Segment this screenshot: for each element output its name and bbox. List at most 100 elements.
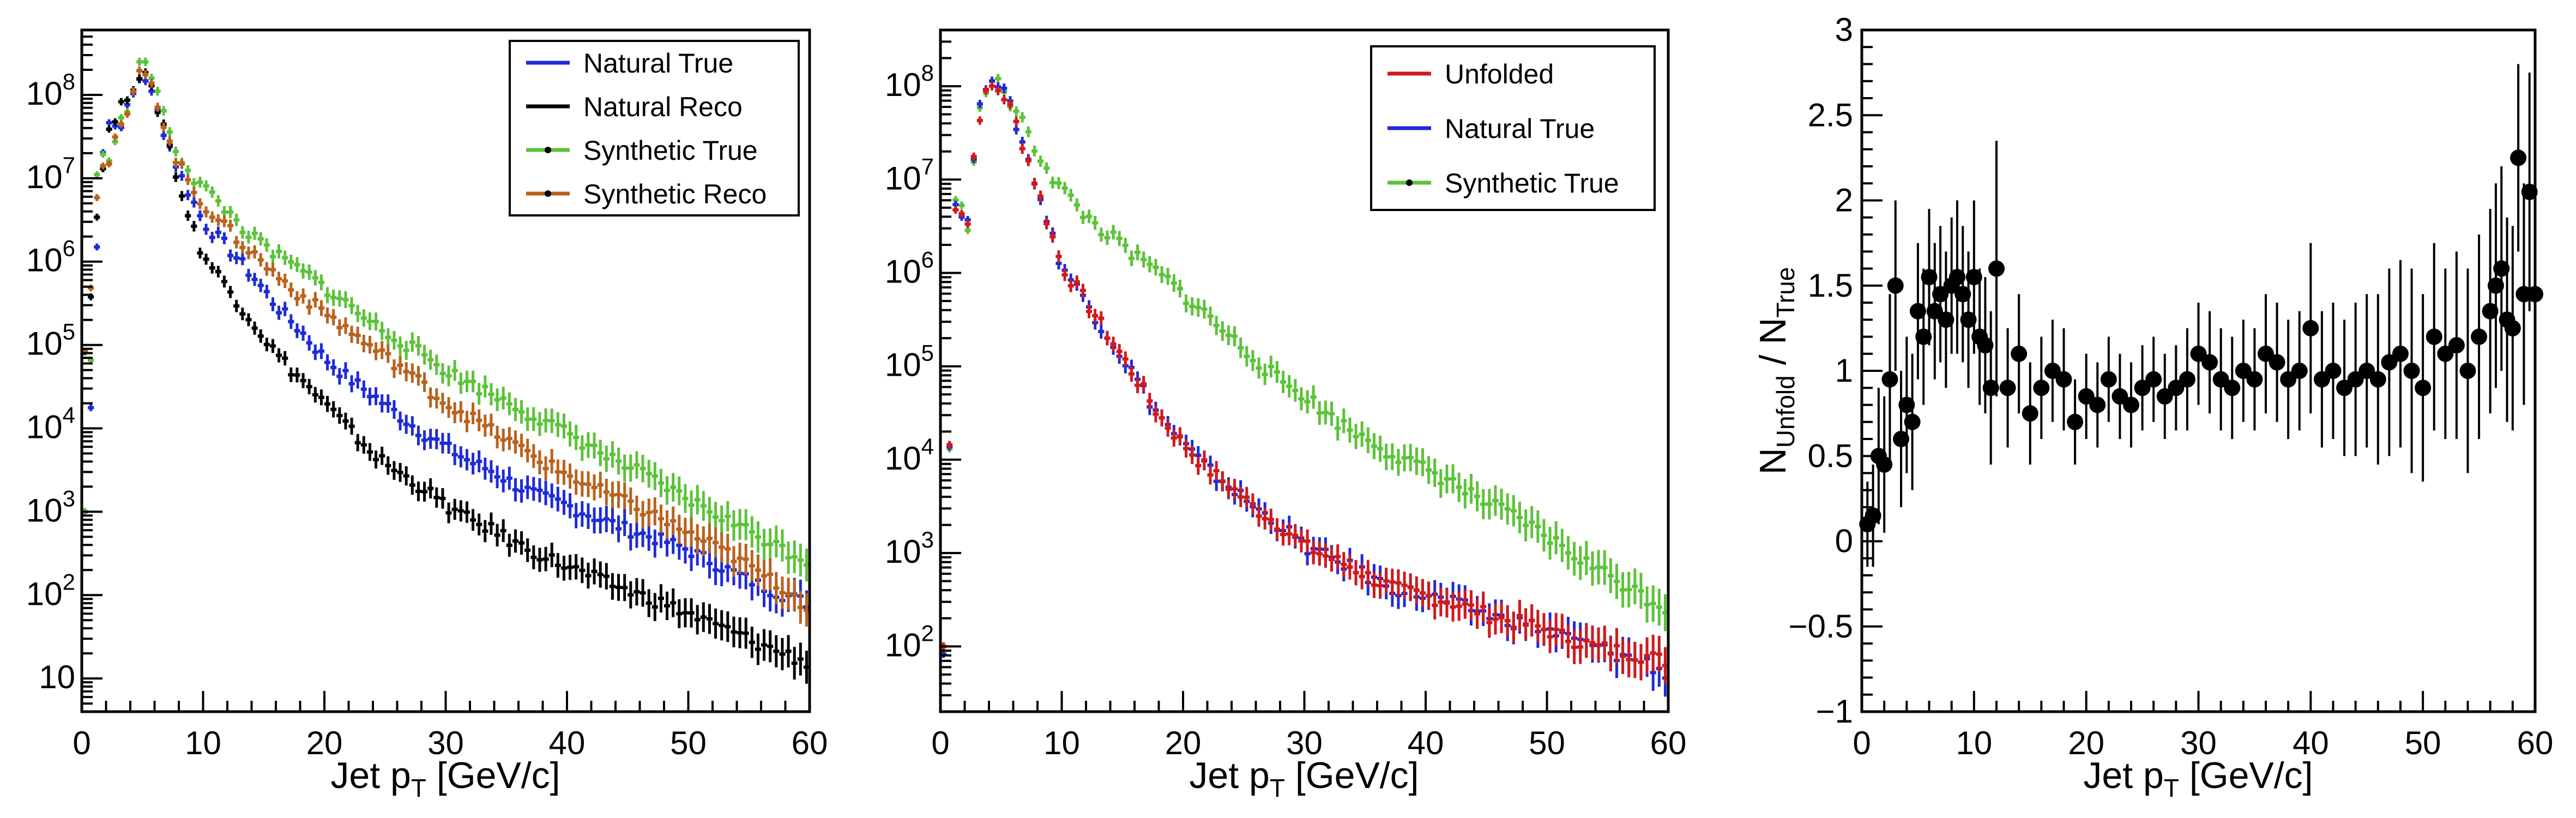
panel-middle: 0 10 20 30 40 50 60 102 103 104 105 106 107 108 Jet p… — [885, 28, 1686, 802]
right-series-ratio — [1859, 64, 2543, 567]
right-data-point — [2067, 413, 2084, 430]
right-data-point — [2055, 371, 2072, 388]
right-data-point — [2487, 277, 2504, 294]
right-data-point — [2269, 354, 2285, 371]
right-data-point — [1960, 311, 1977, 328]
right-x-tick-label: 20 — [2068, 725, 2104, 761]
right-data-point — [2325, 363, 2342, 379]
right-y-tick-label: −1 — [1816, 693, 1853, 730]
right-data-point — [2358, 363, 2375, 379]
right-x-axis-title: Jet pT [GeV/c] — [2083, 755, 2313, 802]
right-data-point — [1893, 431, 1910, 447]
panel-left: 0 10 20 30 40 50 60 10 102 103 104 105 106 107 108 Jet… — [26, 28, 828, 802]
left-x-tick-label: 0 — [73, 725, 91, 761]
right-data-point — [2100, 371, 2117, 388]
right-x-tick-label: 0 — [1853, 725, 1871, 761]
middle-x-tick-label: 20 — [1165, 725, 1202, 761]
right-data-point — [2201, 354, 2218, 371]
left-y-tick-label: 108 — [26, 69, 75, 112]
right-data-point — [2347, 371, 2364, 388]
right-x-tick-label: 60 — [2517, 725, 2554, 761]
right-data-point — [1999, 380, 2016, 396]
left-series-synthetic-reco — [82, 67, 810, 627]
left-y-tick-label: 104 — [26, 402, 75, 446]
left-chart-marks — [82, 57, 810, 684]
panel-right: 0 10 20 30 40 50 60 −1 −0.5 0 0.5 1 1.5 2 2.5 3 Jet pT … — [1752, 11, 2553, 802]
right-y-tick-label: 0.5 — [1808, 437, 1853, 474]
left-y-tick-label: 10 — [39, 659, 75, 695]
right-data-point — [2022, 405, 2038, 422]
right-data-point — [2168, 380, 2185, 396]
right-y-axis-title: NUnfold / NTrue — [1752, 267, 1800, 475]
left-y-tick-label: 103 — [26, 485, 75, 528]
right-data-point — [2515, 286, 2532, 303]
right-y-tick-label: 0 — [1835, 523, 1853, 560]
right-y-tick-label: −0.5 — [1789, 608, 1853, 645]
right-data-point — [1977, 337, 1994, 354]
middle-x-tick-label: 0 — [931, 725, 949, 761]
right-data-point — [2291, 363, 2308, 379]
middle-y-tick-label: 102 — [885, 620, 934, 663]
right-data-point — [1904, 413, 1921, 430]
right-data-point — [2437, 345, 2454, 362]
right-data-point — [1898, 396, 1915, 413]
right-axis-ticks: 0 10 20 30 40 50 60 −1 −0.5 0 0.5 1 1.5 2 2.5 3 — [1789, 11, 2554, 761]
middle-legend-label: Natural True — [1445, 113, 1595, 144]
left-x-tick-label: 20 — [306, 725, 343, 761]
left-legend: Natural True Natural Reco Synthetic True Sy… — [509, 40, 800, 216]
right-data-point — [2156, 388, 2173, 405]
middle-y-tick-label: 108 — [885, 60, 934, 103]
left-legend-label: Natural True — [583, 48, 733, 79]
right-chart-marks — [1859, 64, 2543, 567]
right-data-point — [1982, 380, 1999, 396]
right-y-tick-label: 2 — [1835, 182, 1853, 219]
right-data-point — [2246, 371, 2263, 388]
right-data-point — [1954, 286, 1971, 303]
right-data-point — [1887, 277, 1904, 294]
right-data-point — [2381, 354, 2398, 371]
right-data-point — [1915, 328, 1932, 345]
right-data-point — [2313, 371, 2330, 388]
right-data-point — [2123, 396, 2139, 413]
right-data-point — [2258, 345, 2274, 362]
right-data-point — [2011, 345, 2028, 362]
middle-y-tick-label: 107 — [885, 153, 934, 196]
middle-x-tick-label: 30 — [1286, 725, 1323, 761]
middle-y-tick-label: 103 — [885, 527, 934, 570]
left-x-axis-title: Jet pT [GeV/c] — [330, 755, 560, 802]
right-data-point — [2504, 320, 2521, 336]
middle-y-tick-label: 105 — [885, 340, 934, 383]
middle-legend: Unfolded Natural True Synthetic True — [1370, 45, 1656, 211]
right-data-point — [1876, 456, 1893, 473]
middle-legend-marker — [1406, 179, 1413, 186]
right-data-point — [1932, 286, 1949, 303]
left-y-tick-label: 106 — [26, 236, 75, 279]
right-data-point — [2190, 345, 2207, 362]
right-data-point — [2179, 371, 2195, 388]
right-x-tick-label: 10 — [1956, 725, 1992, 761]
middle-series-unfolded — [940, 81, 1668, 684]
middle-x-tick-label: 10 — [1043, 725, 1080, 761]
right-data-point — [1965, 269, 1982, 286]
right-data-point — [2235, 363, 2252, 379]
right-data-point — [1865, 507, 1881, 524]
right-data-point — [2369, 371, 2386, 388]
right-data-point — [2078, 388, 2095, 405]
left-axis-ticks: 0 10 20 30 40 50 60 10 102 103 104 105 106 107 108 — [26, 29, 828, 761]
right-data-point — [2145, 371, 2162, 388]
right-data-point — [2302, 320, 2319, 336]
right-data-point — [2448, 337, 2465, 354]
left-legend-label: Synthetic Reco — [583, 179, 767, 209]
left-y-tick-label: 102 — [26, 569, 75, 612]
right-data-point — [2415, 380, 2432, 396]
middle-legend-label: Synthetic True — [1445, 168, 1619, 199]
left-y-tick-label: 105 — [26, 319, 75, 362]
left-x-tick-label: 40 — [549, 725, 586, 761]
left-y-tick-label: 107 — [26, 152, 75, 195]
right-data-point — [1926, 303, 1943, 320]
right-data-point — [2392, 345, 2409, 362]
left-series-natural-reco — [82, 68, 810, 684]
right-data-point — [1909, 303, 1926, 320]
left-x-tick-label: 50 — [670, 725, 707, 761]
